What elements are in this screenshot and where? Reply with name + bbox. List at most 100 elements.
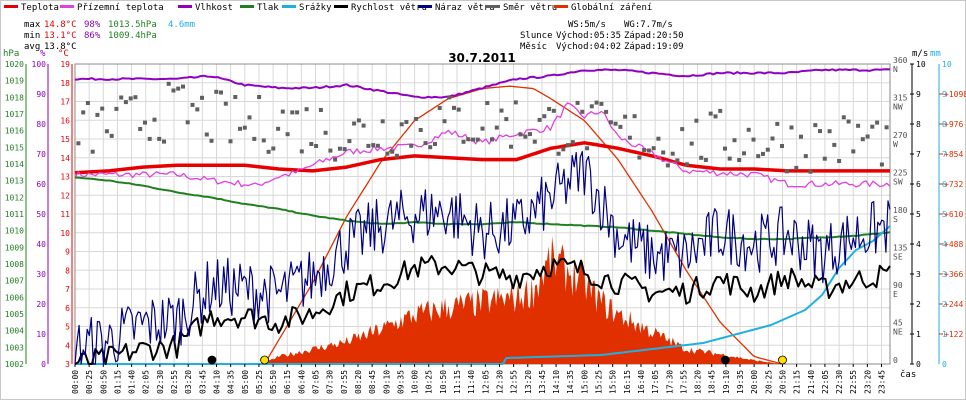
legend-swatch-7 (418, 5, 432, 8)
direction-point (157, 136, 162, 141)
x-tick-label: 03:45 (198, 370, 207, 394)
radiation-tick-label: +1098 (944, 90, 966, 99)
x-tick-label: 00:25 (85, 370, 94, 394)
direction-point (399, 122, 404, 127)
direction-point (304, 107, 309, 112)
direction-point (81, 110, 86, 115)
stats-min-temp: 13.1°C (44, 31, 77, 41)
direction-point (252, 136, 257, 141)
direction-tick-label: 135 (893, 244, 908, 253)
direction-point (223, 101, 228, 106)
direction-point (219, 90, 223, 95)
temp-tick-label: 16 (60, 116, 70, 125)
direction-point (846, 119, 851, 124)
direction-point (104, 129, 109, 134)
temp-tick-label: 7 (65, 285, 70, 294)
direction-point (257, 95, 262, 99)
direction-point (642, 148, 647, 152)
x-tick-label: 01:15 (113, 370, 122, 394)
radiation-tick-label: +244 (944, 300, 963, 309)
direction-point (318, 108, 323, 112)
rain-tick-label: 1 (942, 330, 947, 339)
temp-tick-label: 4 (65, 341, 70, 350)
wind-tick-label: 0 (916, 360, 921, 369)
direction-point (799, 134, 803, 139)
direction-point (547, 107, 552, 111)
direction-point (356, 118, 361, 123)
direction-point (233, 95, 238, 99)
stats-max-press: 1013.5hPa (108, 20, 157, 30)
legend-label-5: Srážky (299, 3, 332, 13)
pressure-tick-label: 1007 (5, 277, 24, 286)
direction-point (490, 137, 494, 142)
series-2-line (74, 102, 891, 188)
direction-point (352, 121, 357, 126)
direction-point (200, 95, 204, 100)
direction-point (109, 133, 114, 138)
direction-point (204, 132, 209, 137)
x-tick-label: 04:35 (227, 370, 236, 394)
legend-swatch-8 (486, 5, 500, 8)
direction-tick-cardinal: SW (893, 178, 903, 187)
direction-point (95, 112, 100, 117)
x-tick-label: 16:40 (637, 370, 646, 394)
legend-swatch-3 (178, 5, 192, 8)
direction-point (651, 146, 656, 151)
direction-point (147, 136, 152, 141)
x-tick-label: 14:35 (566, 370, 575, 394)
pressure-tick-label: 1009 (5, 243, 24, 252)
direction-point (499, 108, 504, 113)
direction-point (570, 140, 575, 145)
x-tick-label: 10:50 (439, 370, 448, 394)
event-marker-4 (778, 355, 787, 365)
direction-point (860, 137, 865, 142)
x-tick-label: 23:45 (878, 370, 887, 394)
stats-block: max 14.8°C 98% 1013.5hPa 4.6mm min 13.1°… (24, 20, 195, 52)
x-tick-label: 17:55 (679, 370, 688, 394)
x-tick-label: 09:35 (396, 370, 405, 394)
x-tick-label: 04:10 (212, 370, 221, 394)
direction-point (680, 127, 685, 132)
x-tick-label: 06:40 (297, 370, 306, 394)
direction-point (404, 120, 409, 124)
direction-point (523, 134, 528, 139)
series-3-line (74, 68, 891, 99)
direction-point (166, 81, 171, 86)
pressure-tick-label: 1006 (5, 293, 24, 302)
direction-point (271, 146, 276, 151)
direction-point (670, 151, 675, 156)
direction-point (314, 144, 319, 148)
legend-label-1: Teplota (21, 3, 59, 13)
rain-tick-label: 5 (942, 210, 947, 219)
direction-point (637, 155, 642, 160)
legend-label-4: Tlak (257, 3, 279, 13)
stats-max-hum: 98% (84, 20, 101, 30)
direction-point (656, 136, 661, 141)
humidity-tick-label: 0 (41, 360, 46, 369)
direction-point (375, 143, 380, 148)
direction-point (613, 121, 618, 126)
event-markers (207, 355, 787, 365)
direction-point (323, 130, 328, 135)
direction-point (837, 159, 842, 163)
wind-tick-label: 9 (916, 90, 921, 99)
series-1-line (74, 141, 890, 175)
humidity-tick-label: 50 (36, 210, 46, 219)
direction-point (803, 154, 808, 159)
x-tick-label: 23:20 (863, 370, 872, 394)
direction-point (333, 157, 338, 162)
direction-point (841, 115, 846, 120)
x-tick-label: 08:20 (354, 370, 363, 394)
rain-tick-label: 7 (942, 150, 947, 159)
direction-tick-cardinal: SE (893, 253, 903, 262)
stats-min-press: 1009.4hPa (108, 31, 157, 41)
legend-swatch-6 (334, 5, 348, 8)
direction-point (504, 117, 509, 122)
direction-point (708, 111, 713, 116)
direction-tick-label: 180 (893, 206, 908, 215)
series-6-line (74, 255, 891, 365)
direction-point (879, 162, 884, 167)
direction-point (551, 108, 556, 113)
pressure-tick-label: 1008 (5, 260, 24, 269)
x-tick-label: 13:20 (524, 370, 533, 394)
